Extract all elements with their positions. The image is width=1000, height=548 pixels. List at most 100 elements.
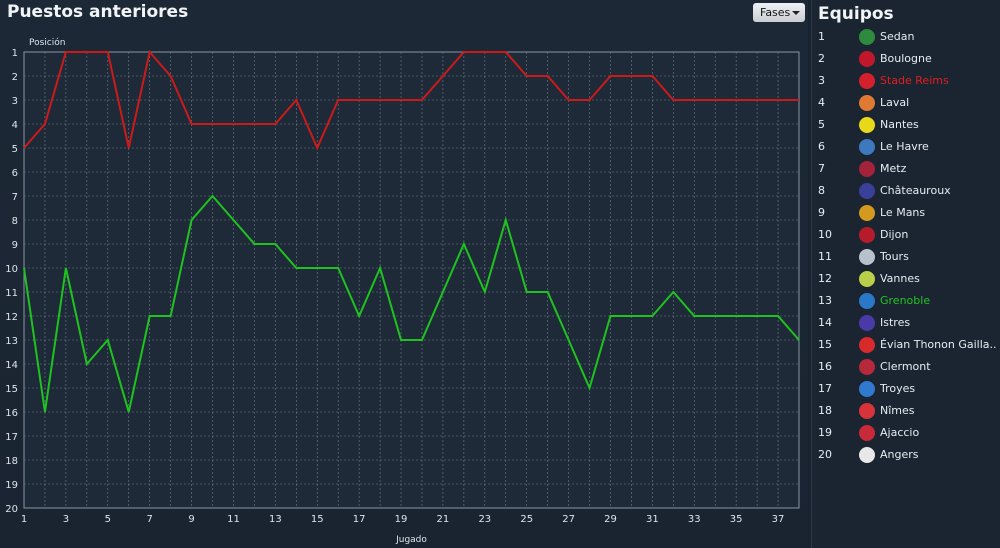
x-tick-label: 3 bbox=[63, 514, 69, 525]
y-tick-label: 5 bbox=[12, 144, 18, 155]
series-line-grenoble bbox=[23, 194, 800, 413]
team-crest-icon bbox=[859, 271, 875, 287]
team-crest-icon bbox=[859, 337, 875, 353]
y-tick-label: 10 bbox=[5, 264, 18, 275]
y-tick-label: 18 bbox=[5, 456, 18, 467]
legend-item[interactable]: 8 Châteauroux bbox=[812, 180, 1000, 202]
legend-item[interactable]: 12 Vannes bbox=[812, 268, 1000, 290]
fases-dropdown-button[interactable]: Fases bbox=[753, 3, 805, 22]
x-tick-label: 25 bbox=[520, 514, 533, 525]
y-tick-label: 9 bbox=[12, 240, 18, 251]
x-tick-label: 13 bbox=[269, 514, 282, 525]
plot-area bbox=[23, 51, 800, 509]
y-tick-label: 17 bbox=[5, 432, 18, 443]
team-crest-icon bbox=[859, 249, 875, 265]
x-tick-label: 31 bbox=[646, 514, 659, 525]
team-crest-icon bbox=[859, 95, 875, 111]
x-tick-label: 9 bbox=[188, 514, 194, 525]
y-tick-label: 14 bbox=[5, 360, 18, 371]
x-tick-label: 33 bbox=[688, 514, 701, 525]
legend-item[interactable]: 10 Dijon bbox=[812, 224, 1000, 246]
legend-team-name: Sedan bbox=[880, 30, 915, 43]
legend-team-name: Clermont bbox=[880, 360, 931, 373]
team-crest-icon bbox=[859, 359, 875, 375]
legend-item[interactable]: 15 Évian Thonon Gailla.. bbox=[812, 334, 1000, 356]
legend-item[interactable]: 16 Clermont bbox=[812, 356, 1000, 378]
legend-item[interactable]: 6 Le Havre bbox=[812, 136, 1000, 158]
legend-team-name: Évian Thonon Gailla.. bbox=[880, 338, 997, 351]
legend-item[interactable]: 11 Tours bbox=[812, 246, 1000, 268]
y-tick-label: 12 bbox=[5, 312, 18, 323]
team-crest-icon bbox=[859, 117, 875, 133]
y-tick-label: 16 bbox=[5, 408, 18, 419]
legend-item[interactable]: 14 Istres bbox=[812, 312, 1000, 334]
x-tick-label: 5 bbox=[105, 514, 111, 525]
team-crest-icon bbox=[859, 403, 875, 419]
legend-item[interactable]: 7 Metz bbox=[812, 158, 1000, 180]
chevron-down-icon bbox=[792, 11, 800, 15]
legend-item[interactable]: 1 Sedan bbox=[812, 26, 1000, 48]
legend-item[interactable]: 4 Laval bbox=[812, 92, 1000, 114]
legend-rank: 18 bbox=[818, 404, 832, 417]
legend-item[interactable]: 18 Nîmes bbox=[812, 400, 1000, 422]
team-crest-icon bbox=[859, 425, 875, 441]
legend-team-name: Boulogne bbox=[880, 52, 932, 65]
x-tick-label: 29 bbox=[604, 514, 617, 525]
team-crest-icon bbox=[859, 29, 875, 45]
legend-rank: 20 bbox=[818, 448, 832, 461]
team-crest-icon bbox=[859, 447, 875, 463]
x-tick-label: 23 bbox=[478, 514, 491, 525]
y-tick-label: 7 bbox=[12, 192, 18, 203]
teams-legend-panel: Equipos 1 Sedan 2 Boulogne 3 Stade Reims 4 Lava… bbox=[811, 0, 1000, 548]
x-tick-label: 37 bbox=[772, 514, 785, 525]
y-tick-label: 6 bbox=[12, 168, 18, 179]
team-crest-icon bbox=[859, 73, 875, 89]
x-tick-label: 15 bbox=[311, 514, 324, 525]
legend-rank: 8 bbox=[818, 184, 825, 197]
legend-item[interactable]: 5 Nantes bbox=[812, 114, 1000, 136]
x-axis-label: Jugado bbox=[395, 535, 427, 545]
legend-rank: 17 bbox=[818, 382, 832, 395]
legend-item[interactable]: 2 Boulogne bbox=[812, 48, 1000, 70]
team-crest-icon bbox=[859, 183, 875, 199]
legend-team-name: Istres bbox=[880, 316, 911, 329]
legend-item[interactable]: 13 Grenoble bbox=[812, 290, 1000, 312]
legend-team-name: Grenoble bbox=[880, 294, 931, 307]
team-crest-icon bbox=[859, 205, 875, 221]
legend-team-name: Troyes bbox=[880, 382, 916, 395]
legend-rank: 4 bbox=[818, 96, 825, 109]
legend-rank: 6 bbox=[818, 140, 825, 153]
y-tick-label: 8 bbox=[12, 216, 18, 227]
page-title: Puestos anteriores bbox=[7, 2, 189, 22]
y-tick-label: 19 bbox=[5, 480, 18, 491]
x-tick-label: 11 bbox=[227, 514, 240, 525]
legend-team-name: Châteauroux bbox=[880, 184, 951, 197]
legend-rank: 12 bbox=[818, 272, 832, 285]
legend-team-name: Tours bbox=[880, 250, 909, 263]
legend-item[interactable]: 17 Troyes bbox=[812, 378, 1000, 400]
y-tick-label: 13 bbox=[5, 336, 18, 347]
x-tick-label: 1 bbox=[21, 514, 27, 525]
legend-rank: 19 bbox=[818, 426, 832, 439]
legend-item[interactable]: 19 Ajaccio bbox=[812, 422, 1000, 444]
legend-rank: 11 bbox=[818, 250, 832, 263]
x-tick-label: 21 bbox=[437, 514, 450, 525]
legend-rank: 13 bbox=[818, 294, 832, 307]
legend-item[interactable]: 9 Le Mans bbox=[812, 202, 1000, 224]
legend-item[interactable]: 3 Stade Reims bbox=[812, 70, 1000, 92]
team-crest-icon bbox=[859, 139, 875, 155]
y-axis-label: Posición bbox=[29, 37, 65, 48]
x-tick-label: 35 bbox=[730, 514, 743, 525]
legend-rank: 15 bbox=[818, 338, 832, 351]
fases-label: Fases bbox=[760, 6, 791, 19]
legend-rank: 9 bbox=[818, 206, 825, 219]
legend-team-name: Laval bbox=[880, 96, 910, 109]
y-tick-label: 3 bbox=[12, 96, 18, 107]
x-tick-label: 27 bbox=[562, 514, 575, 525]
legend-rank: 3 bbox=[818, 74, 825, 87]
legend-item[interactable]: 20 Angers bbox=[812, 444, 1000, 466]
series-line-stade-reims bbox=[23, 49, 799, 151]
legend-team-name: Nîmes bbox=[880, 404, 915, 417]
team-crest-icon bbox=[859, 381, 875, 397]
